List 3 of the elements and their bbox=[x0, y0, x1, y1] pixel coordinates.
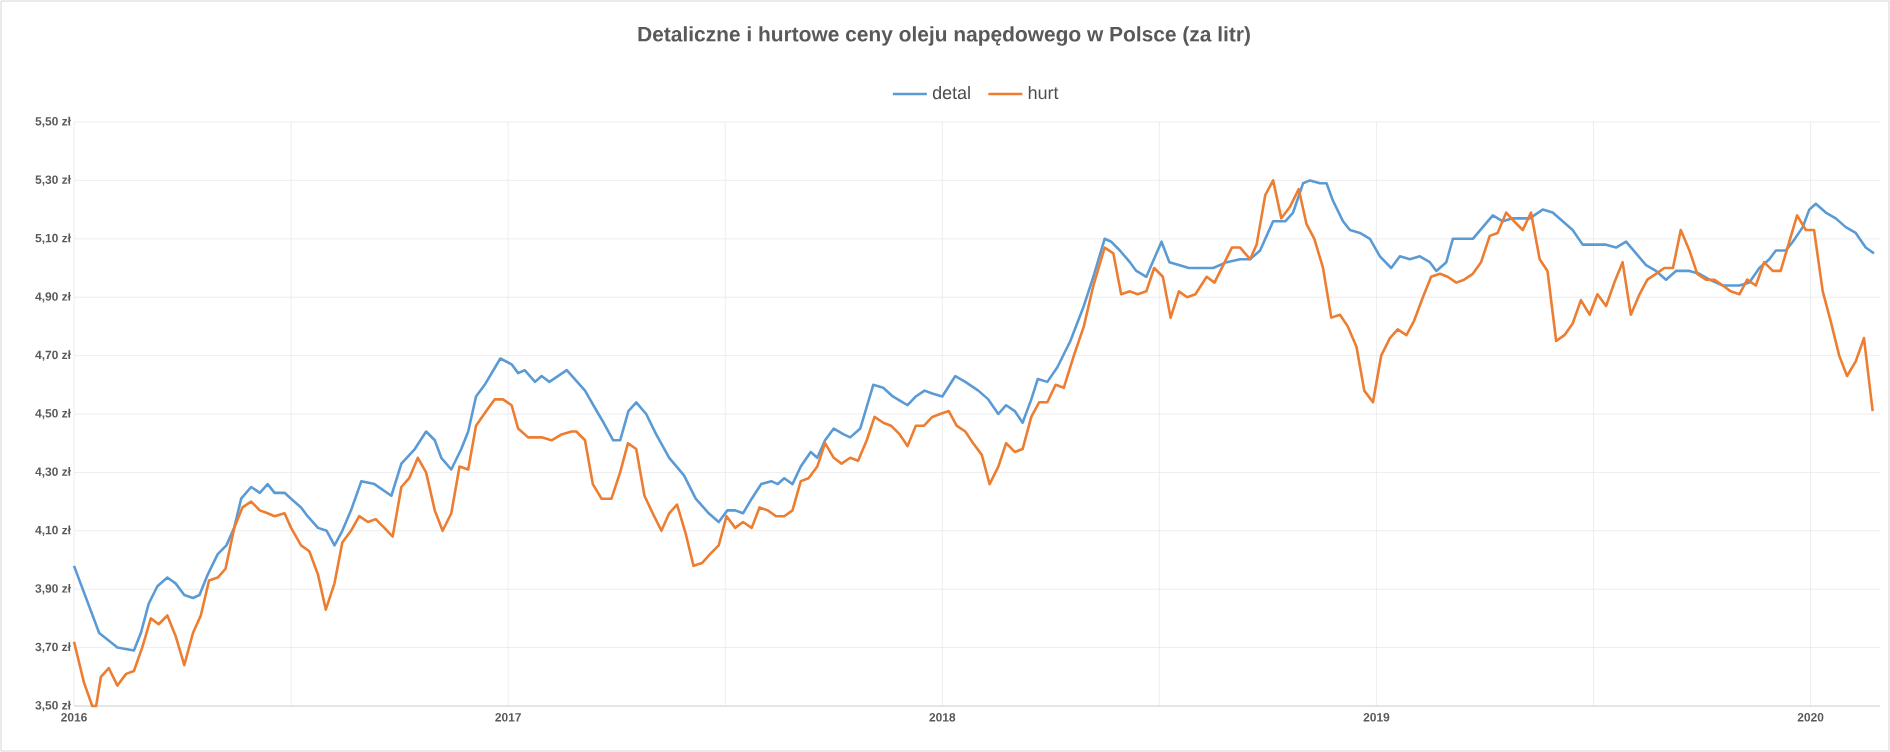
chart-title: Detaliczne i hurtowe ceny oleju napędowego w Polsce (za litr) bbox=[638, 26, 1250, 46]
legend-label: hurt bbox=[1028, 85, 1059, 100]
legend-label: detal bbox=[932, 85, 970, 100]
